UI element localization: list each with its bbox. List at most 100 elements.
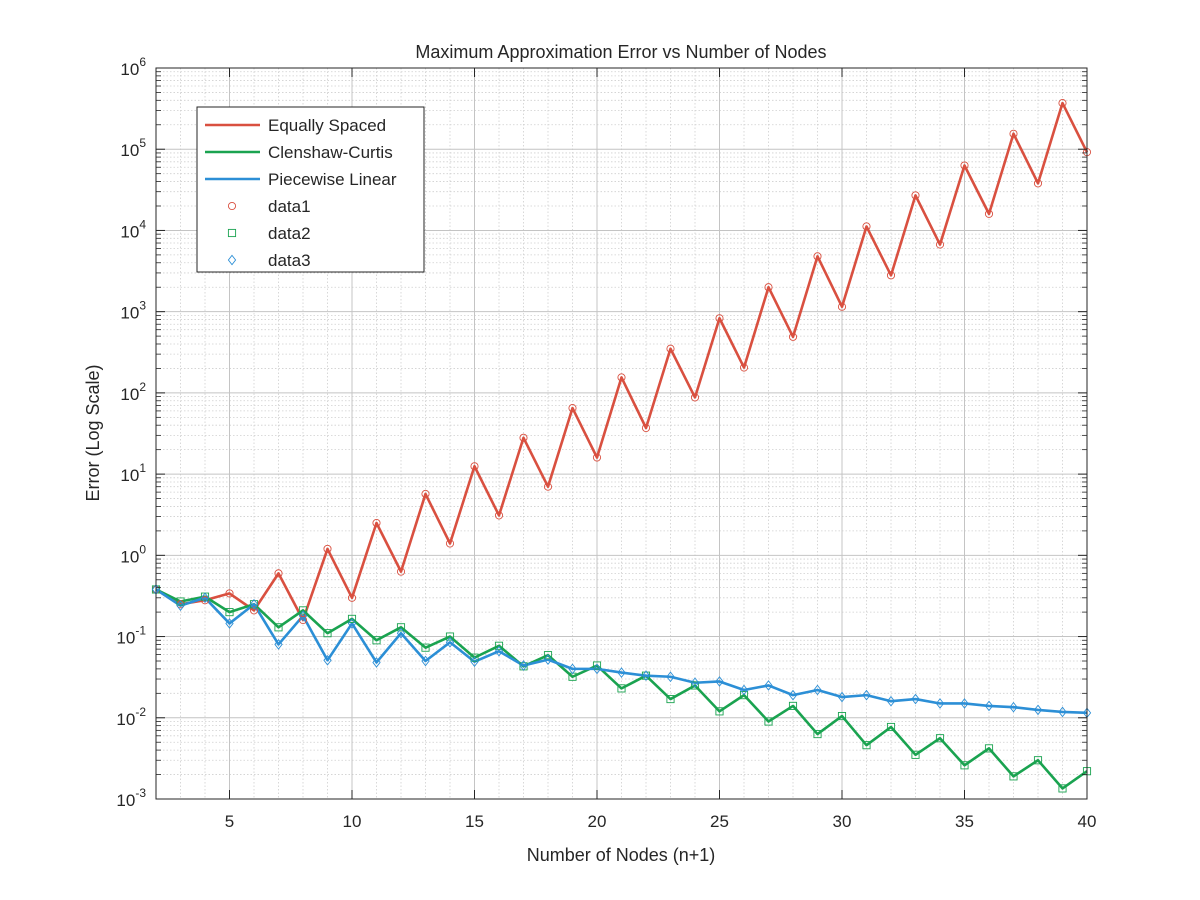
y-tick-label: 10-1 bbox=[116, 624, 146, 648]
data-point-1 bbox=[788, 332, 798, 341]
data-point-3 bbox=[372, 657, 381, 668]
data-point-3 bbox=[225, 618, 234, 629]
data-point-1 bbox=[960, 161, 969, 170]
legend-label: Equally Spaced bbox=[268, 116, 386, 135]
data-point-1 bbox=[1033, 179, 1043, 188]
data-point-3 bbox=[960, 698, 969, 709]
data-point-1 bbox=[617, 373, 626, 382]
data-point-3 bbox=[323, 654, 332, 666]
y-tick-label-exponent: -2 bbox=[135, 705, 146, 719]
data-point-2 bbox=[715, 707, 724, 716]
data-point-2 bbox=[960, 761, 969, 770]
legend-label: data2 bbox=[268, 224, 311, 243]
y-tick-label-exponent: 0 bbox=[139, 542, 146, 556]
legend-label: Clenshaw-Curtis bbox=[268, 143, 393, 162]
data-point-3 bbox=[764, 680, 773, 691]
minor-grid bbox=[155, 68, 1087, 799]
data-point-2 bbox=[886, 722, 896, 732]
y-tick-label-exponent: 2 bbox=[139, 380, 146, 394]
x-tick-label: 35 bbox=[955, 812, 974, 831]
y-tick-label-base: 10 bbox=[120, 385, 139, 404]
legend: Equally Spaced Clenshaw-Curtis Piecewise L… bbox=[196, 106, 425, 273]
data-point-1 bbox=[837, 302, 847, 311]
plot-box bbox=[155, 67, 1088, 800]
data-point-2 bbox=[690, 681, 700, 690]
data-point-1 bbox=[886, 271, 896, 280]
data-point-1 bbox=[935, 240, 945, 249]
y-tick-label-base: 10 bbox=[120, 222, 139, 241]
data-point-1 bbox=[225, 589, 234, 598]
data-point-3 bbox=[592, 663, 602, 675]
y-tick-label-exponent: 4 bbox=[139, 217, 146, 231]
data-point-1 bbox=[421, 489, 430, 498]
y-tick-label-base: 10 bbox=[116, 629, 135, 648]
data-point-2 bbox=[984, 744, 994, 753]
legend-label: Piecewise Linear bbox=[268, 170, 397, 189]
data-point-3 bbox=[617, 667, 626, 678]
data-point-3 bbox=[445, 636, 455, 648]
y-tick-label: 106 bbox=[120, 55, 146, 79]
data-point-3 bbox=[200, 592, 210, 604]
data-point-1 bbox=[543, 482, 553, 491]
series-lines bbox=[155, 101, 1089, 790]
data-point-1 bbox=[715, 314, 724, 323]
data-point-2 bbox=[225, 608, 234, 617]
data-point-3 bbox=[176, 600, 185, 612]
data-point-1 bbox=[911, 191, 920, 200]
data-point-2 bbox=[323, 629, 332, 638]
data-point-1 bbox=[323, 544, 332, 553]
series-line-2 bbox=[155, 588, 1088, 790]
data-point-3 bbox=[494, 645, 504, 657]
data-point-1 bbox=[494, 511, 504, 520]
y-tick-label: 103 bbox=[120, 299, 146, 323]
y-tick-label: 104 bbox=[120, 217, 146, 241]
data-point-1 bbox=[396, 567, 406, 576]
data-point-1 bbox=[666, 344, 675, 353]
data-point-3 bbox=[666, 671, 675, 683]
y-tick-label-exponent: 6 bbox=[139, 55, 146, 69]
data-point-3 bbox=[739, 684, 749, 696]
y-tick-label-exponent: 1 bbox=[139, 461, 146, 475]
data-point-3 bbox=[298, 610, 308, 622]
data-point-1 bbox=[372, 518, 381, 528]
data-point-1 bbox=[274, 569, 283, 578]
data-point-3 bbox=[568, 663, 577, 675]
y-tick-label-base: 10 bbox=[116, 791, 135, 810]
y-tick-label-exponent: -3 bbox=[135, 786, 146, 800]
chart-title: Maximum Approximation Error vs Number of… bbox=[415, 42, 826, 62]
y-tick-label: 102 bbox=[120, 380, 146, 404]
data-point-2 bbox=[1058, 784, 1067, 793]
data-point-3 bbox=[519, 660, 528, 671]
data-point-2 bbox=[543, 651, 553, 660]
series-line-3 bbox=[155, 588, 1088, 715]
data-point-2 bbox=[764, 717, 773, 726]
y-tick-label: 10-3 bbox=[116, 786, 146, 810]
data-point-2 bbox=[274, 623, 283, 632]
data-point-3 bbox=[274, 639, 283, 650]
data-point-2 bbox=[396, 623, 406, 632]
data-point-1 bbox=[445, 539, 455, 548]
data-point-2 bbox=[470, 653, 479, 662]
x-tick-label: 15 bbox=[465, 812, 484, 831]
y-tick-label-base: 10 bbox=[116, 710, 135, 729]
y-tick-label-exponent: -1 bbox=[135, 624, 146, 638]
data-point-1 bbox=[470, 462, 479, 471]
data-point-2 bbox=[837, 712, 847, 721]
data-point-3 bbox=[690, 677, 700, 689]
x-tick-label: 30 bbox=[833, 812, 852, 831]
data-point-3 bbox=[935, 698, 945, 709]
y-tick-label: 100 bbox=[120, 542, 146, 566]
data-point-1 bbox=[1058, 99, 1067, 108]
data-point-2 bbox=[421, 643, 430, 652]
data-point-1 bbox=[764, 283, 773, 292]
y-tick-label-base: 10 bbox=[120, 60, 139, 79]
y-tick-label-base: 10 bbox=[120, 547, 139, 566]
data-point-2 bbox=[1033, 756, 1043, 765]
data-point-3 bbox=[396, 627, 406, 639]
data-point-2 bbox=[739, 691, 749, 700]
data-point-1 bbox=[984, 209, 994, 218]
y-tick-label-exponent: 5 bbox=[139, 136, 146, 150]
data-point-3 bbox=[813, 684, 822, 696]
x-axis-label: Number of Nodes (n+1) bbox=[527, 845, 716, 865]
